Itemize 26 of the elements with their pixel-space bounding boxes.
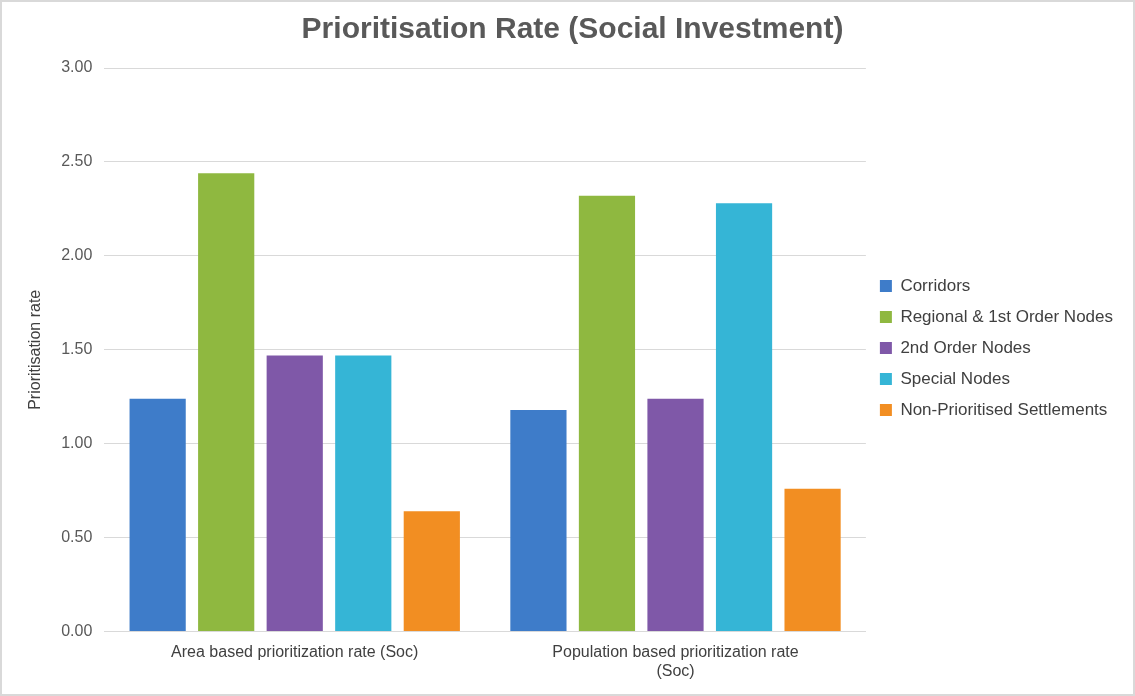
bar [715, 203, 773, 632]
y-tick-label: 0.00 [61, 622, 93, 640]
y-axis-title: Prioritisation rate [26, 289, 44, 410]
bar [198, 173, 255, 632]
bar [578, 195, 636, 632]
bar [266, 355, 323, 632]
x-tick-label: Area based prioritization rate (Soc) [171, 642, 419, 660]
x-tick-label: Population based prioritization rate (Soc) [552, 642, 799, 679]
chart-title: Prioritisation Rate (Social Investment) [301, 11, 844, 45]
bar [335, 355, 392, 632]
bar [647, 398, 704, 632]
y-tick-label: 3.00 [61, 58, 93, 76]
bar [403, 511, 460, 632]
bar [129, 398, 186, 632]
legend-label: Non-Prioritised Settlements [900, 399, 1108, 419]
legend-label: Regional & 1st Order Nodes [900, 306, 1113, 326]
y-tick-label: 2.50 [61, 152, 93, 170]
y-tick-label: 0.50 [61, 528, 93, 546]
y-tick-label: 2.00 [61, 246, 93, 264]
legend-label: Special Nodes [900, 368, 1011, 388]
legend-label: Corridors [900, 275, 971, 295]
y-tick-label: 1.00 [61, 434, 93, 452]
legend-label: 2nd Order Nodes [900, 337, 1031, 357]
y-tick-label: 1.50 [61, 340, 93, 358]
bar [510, 409, 567, 632]
bar [784, 488, 841, 632]
